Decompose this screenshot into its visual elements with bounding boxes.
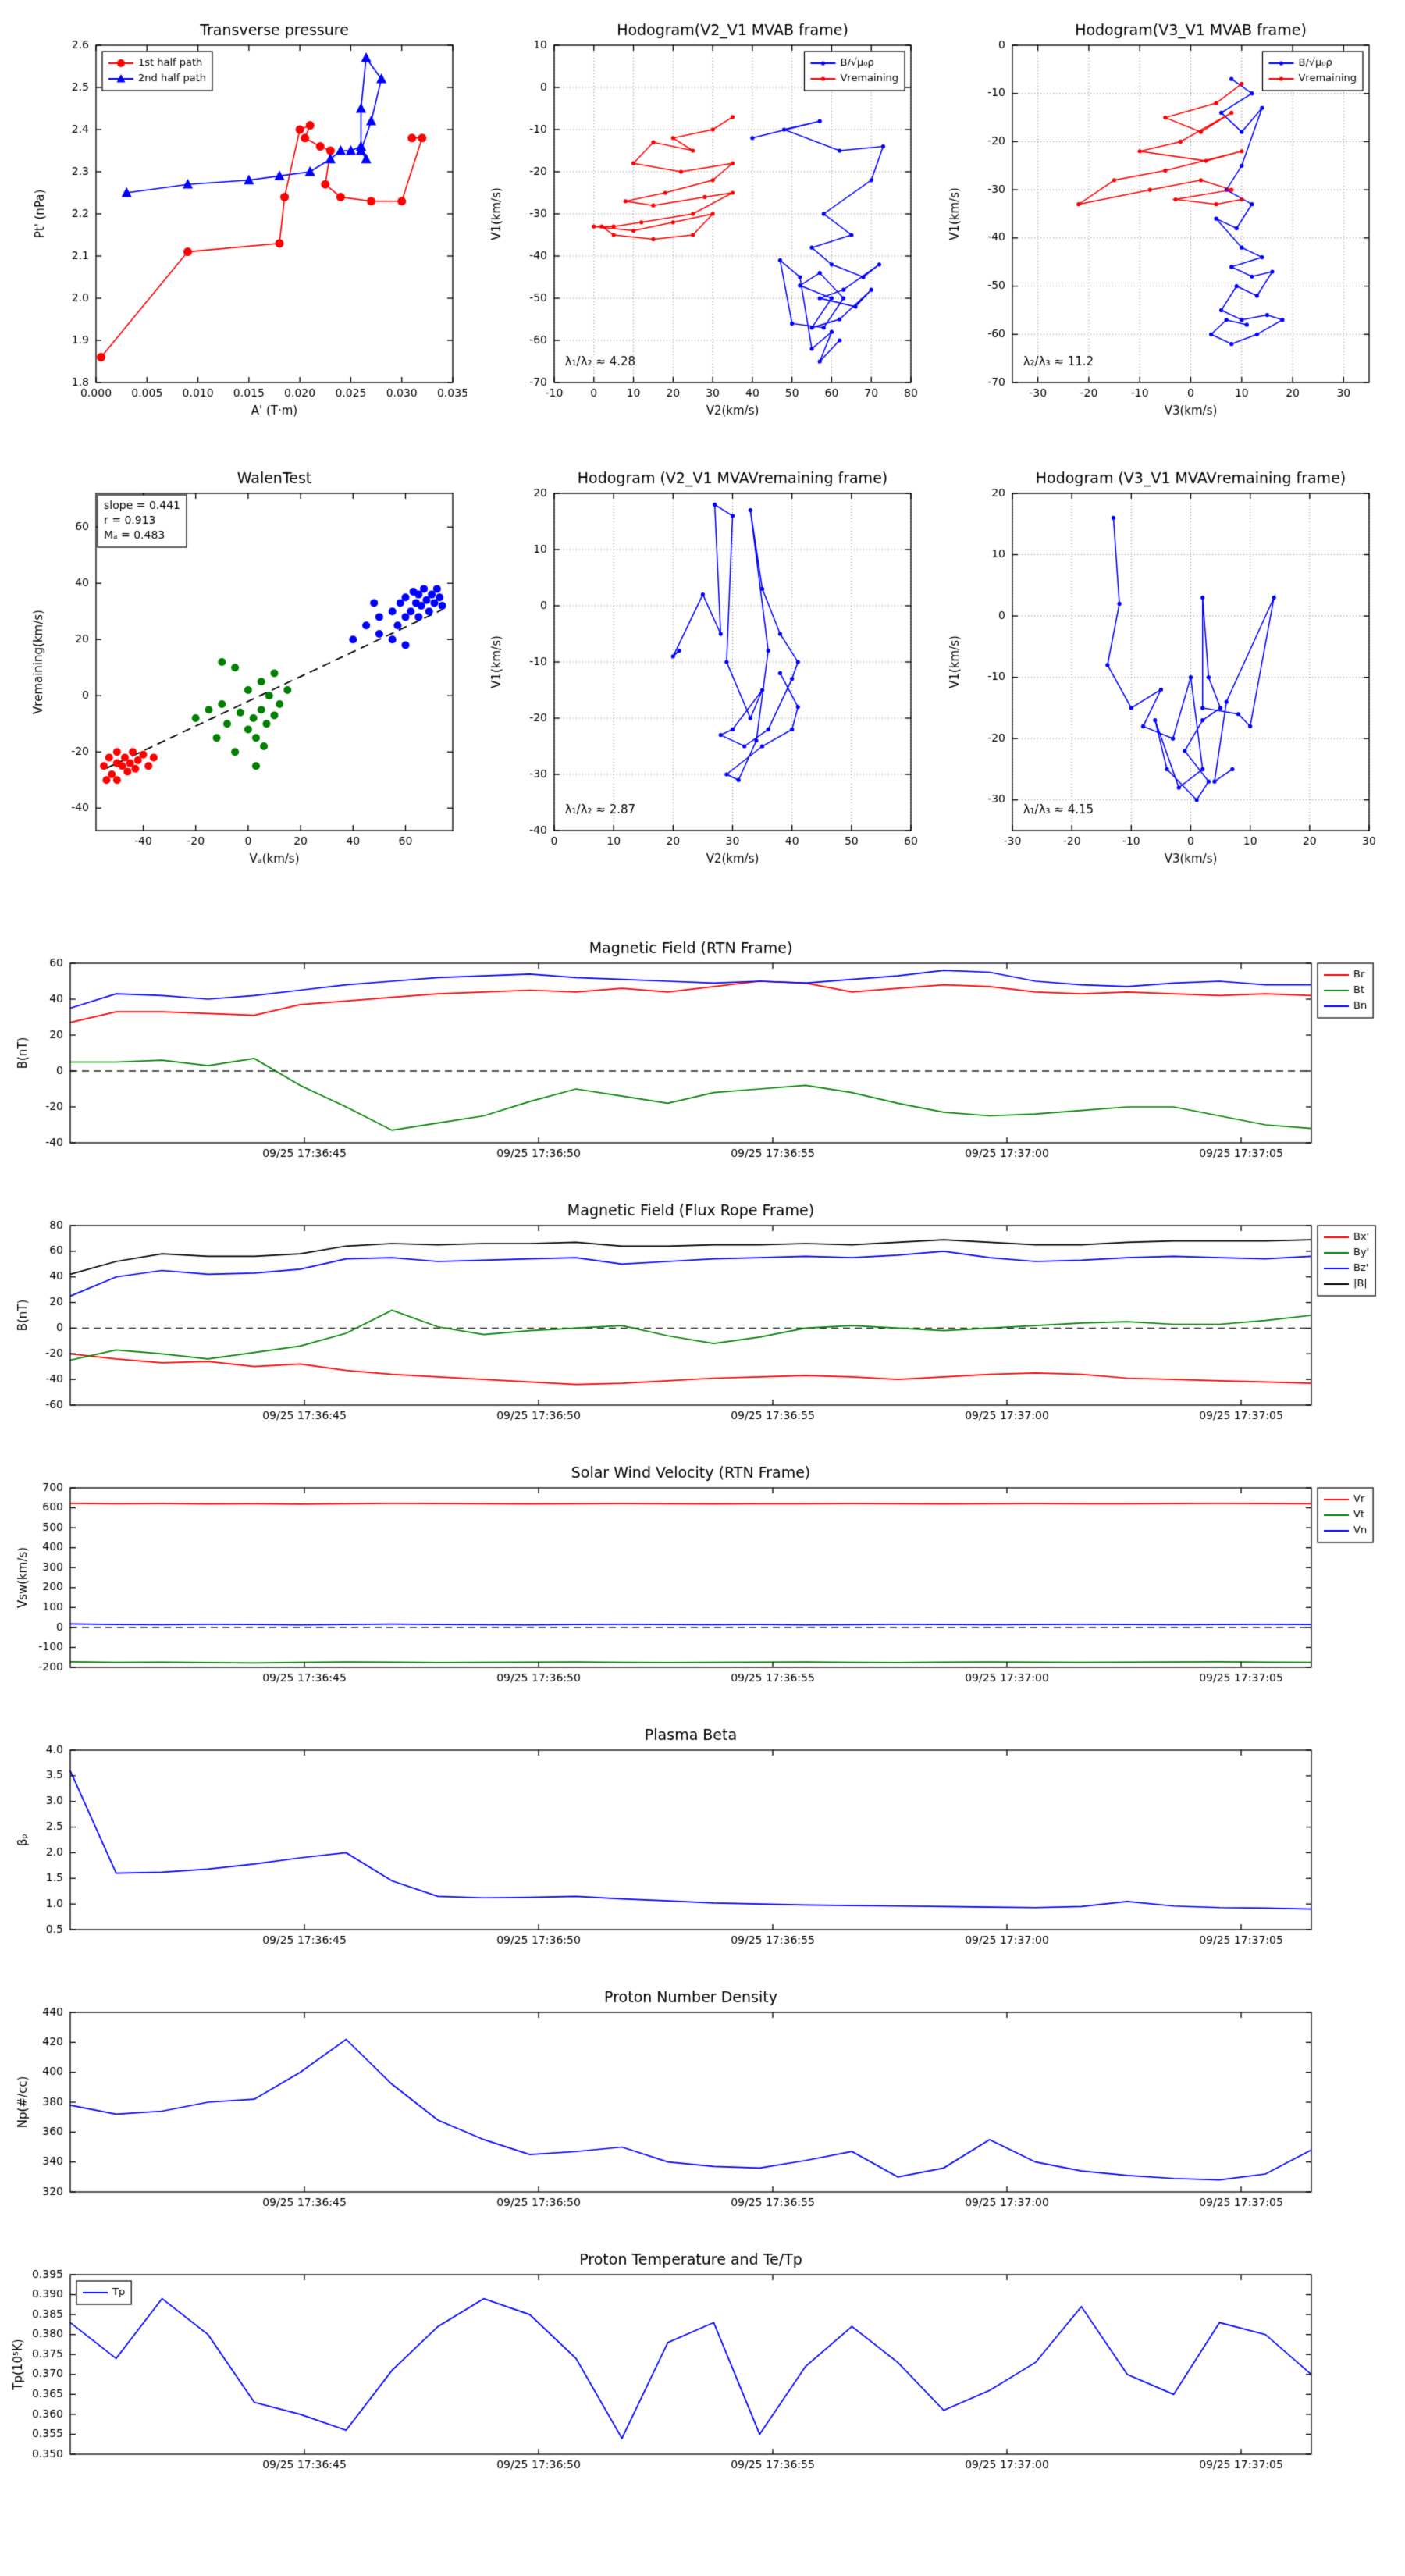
panel-magnetic-field-flux-rope: [8, 1199, 1397, 1441]
chart-hodogram-v2-v1-mvab: [480, 12, 925, 434]
chart-hodogram-v2-v1-mvav: [480, 461, 925, 882]
panel-plasma-beta: [8, 1724, 1397, 1966]
panel-solar-wind-velocity: [8, 1461, 1397, 1703]
panel-proton-temperature: [8, 2248, 1397, 2490]
time-series-panels: [0, 937, 1405, 2490]
chart-walen-test: [22, 461, 467, 882]
panel-proton-number-density: [8, 1986, 1397, 2228]
chart-hodogram-v3-v1-mvav: [938, 461, 1383, 882]
row-top: [0, 0, 1405, 434]
row-middle: [0, 461, 1405, 882]
panel-magnetic-field-rtn: [8, 937, 1397, 1179]
chart-hodogram-v3-v1-mvab: [938, 12, 1383, 434]
chart-transverse-pressure: [22, 12, 467, 434]
